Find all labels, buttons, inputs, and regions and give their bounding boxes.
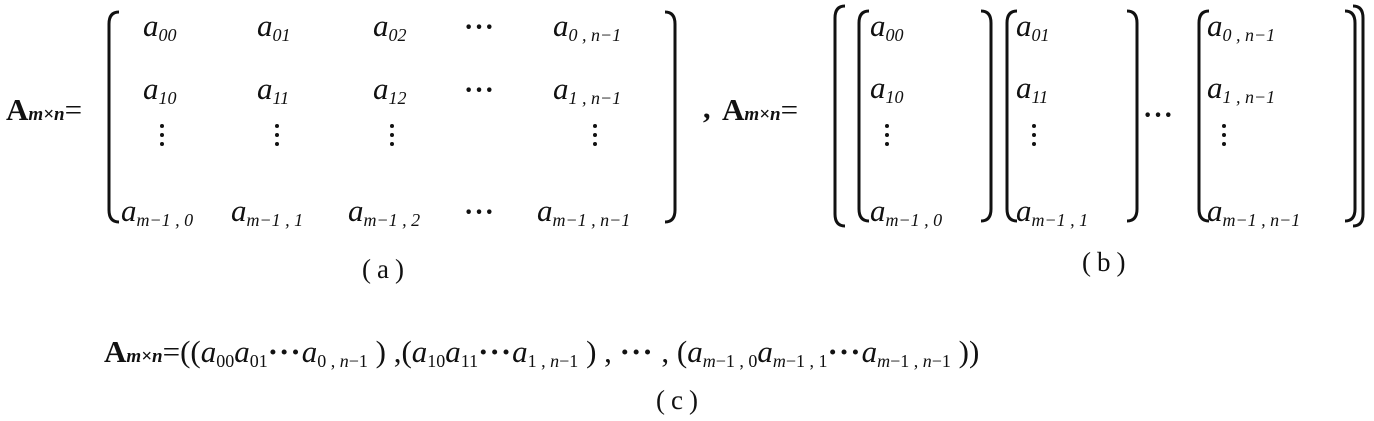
- matrix-a-entry: a02: [373, 8, 407, 45]
- caption-b: (b): [1082, 247, 1132, 277]
- matrix-a-entry-hdots: ···: [464, 75, 496, 106]
- matrix-b-entry: a10: [870, 70, 904, 107]
- matrix-a-entry: am−1 , 2: [348, 193, 421, 230]
- outer-right-bracket: [1352, 4, 1365, 228]
- matrix-b-entry-vdots: [1032, 124, 1036, 151]
- matrix-a-entry-vdots: [275, 124, 279, 151]
- matrix-b-entry: a0 , n−1: [1207, 8, 1276, 45]
- caption-c: (c): [656, 385, 704, 415]
- matrix-a-entry-hdots: ···: [464, 12, 496, 43]
- matrix-a-entry-vdots: [593, 124, 597, 151]
- equals-sign: =: [780, 92, 799, 127]
- matrix-b-entry: a00: [870, 8, 904, 45]
- matrix-b-entry: am−1 , n−1: [1207, 193, 1301, 230]
- right-bracket: [664, 10, 677, 224]
- matrix-a-entry-vdots: [390, 124, 394, 151]
- matrix-a-entry: a01: [257, 8, 291, 45]
- column-vector-left-bracket: [1005, 9, 1018, 223]
- column-vector-left-bracket: [857, 9, 870, 223]
- matrix-a-entry-vdots: [160, 124, 164, 151]
- matrix-b-entry: am−1 , 1: [1016, 193, 1089, 230]
- matrix-a-entry: a00: [143, 8, 177, 45]
- matrix-b-entry: a11: [1016, 70, 1049, 107]
- left-bracket: [107, 10, 120, 224]
- matrix-a-entry: a0 , n−1: [553, 8, 622, 45]
- matrix-a-entry: a1 , n−1: [553, 71, 622, 108]
- matrix-a-entry: a12: [373, 71, 407, 108]
- matrix-b-entry: a01: [1016, 8, 1050, 45]
- column-vector-right-bracket: [1126, 9, 1139, 223]
- matrix-a-entry: am−1 , 1: [231, 193, 304, 230]
- dimension-subscript: m×n: [126, 346, 163, 367]
- matrix-a-entry-hdots: ···: [464, 197, 496, 228]
- column-vector-left-bracket: [1197, 9, 1210, 223]
- dimension-subscript: m×n: [744, 104, 781, 125]
- caption-a: (a): [362, 254, 410, 284]
- matrix-symbol: A: [722, 92, 745, 127]
- column-vector-right-bracket: [980, 9, 993, 223]
- outer-left-bracket: [833, 4, 846, 228]
- matrix-b-entry: am−1 , 0: [870, 193, 943, 230]
- matrix-symbol: A: [6, 92, 29, 127]
- column-ellipsis: ···: [1143, 100, 1175, 131]
- matrix-a-entry: am−1 , n−1: [537, 193, 631, 230]
- equation-c-line: Am×n=((a00a01···a0 , n−1 ) ,(a10a11···a1…: [104, 334, 979, 370]
- matrix-a-entry: a11: [257, 71, 290, 108]
- column-vector-right-bracket: [1344, 9, 1357, 223]
- matrix-a-lhs: Am×n=: [6, 92, 82, 128]
- matrix-b-entry-vdots: [885, 124, 889, 151]
- equals-sign: =: [162, 334, 181, 369]
- matrix-b-entry-vdots: [1222, 124, 1226, 151]
- matrix-symbol: A: [104, 334, 127, 369]
- matrix-b-lhs: Am×n=: [722, 92, 798, 128]
- equals-sign: =: [64, 92, 83, 127]
- comma: ,: [703, 92, 711, 125]
- dimension-subscript: m×n: [28, 104, 65, 125]
- matrix-a-entry: am−1 , 0: [121, 193, 194, 230]
- row-tuples: ((a00a01···a0 , n−1 ) ,(a10a11···a1 , n−…: [180, 334, 980, 371]
- matrix-a-entry: a10: [143, 71, 177, 108]
- matrix-b-entry: a1 , n−1: [1207, 70, 1276, 107]
